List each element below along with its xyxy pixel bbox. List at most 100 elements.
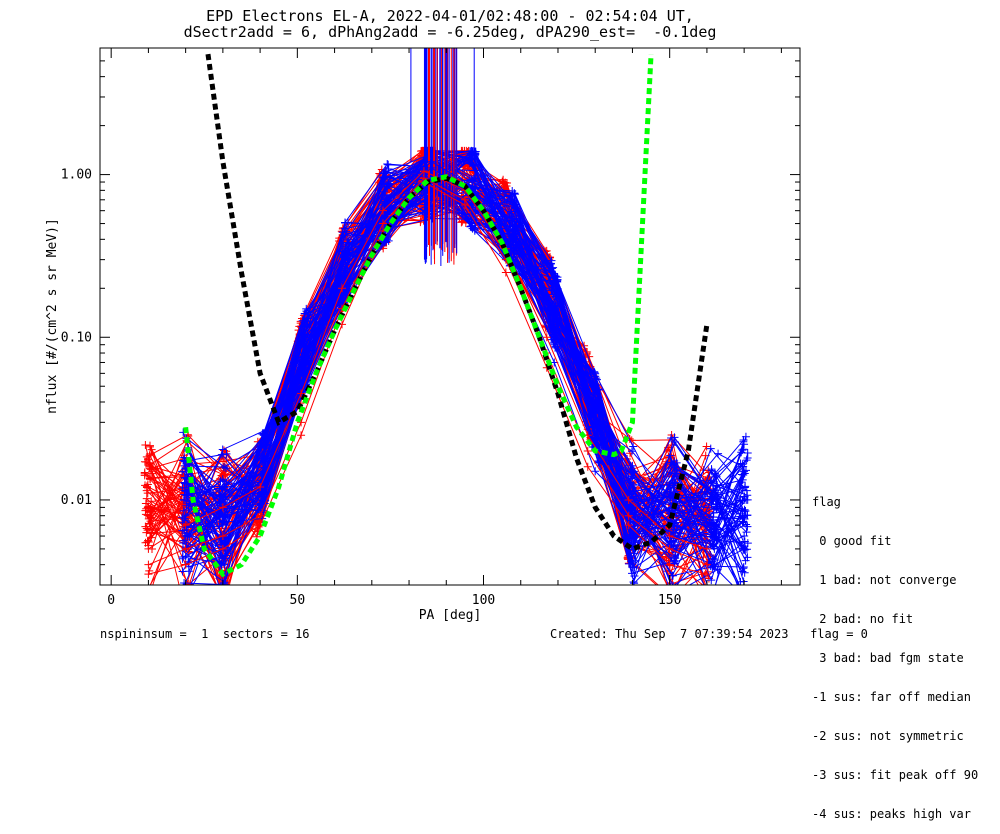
data-point-marker xyxy=(180,536,189,545)
data-point-marker xyxy=(628,472,637,481)
data-point-marker xyxy=(703,594,711,602)
data-point-marker xyxy=(552,310,561,319)
data-point-marker xyxy=(707,476,716,485)
data-point-marker xyxy=(740,532,749,541)
data-point-marker xyxy=(665,481,674,490)
data-point-marker xyxy=(741,556,750,565)
data-point-marker xyxy=(300,349,309,358)
data-point-marker xyxy=(181,511,190,520)
pa-distribution-chart: 0 50 100 150 0.01 0.10 1.00 PA [deg] nflux [#/(c… xyxy=(45,47,801,623)
model-curve xyxy=(205,53,710,552)
chart-title-line2: dSectr2add = 6, dPhAng2add = -6.25deg, d… xyxy=(183,23,717,41)
data-point-marker xyxy=(179,496,188,505)
data-point-marker xyxy=(503,178,512,187)
data-point-marker xyxy=(743,522,752,531)
data-point-marker xyxy=(551,332,560,341)
data-point-marker xyxy=(550,320,559,329)
data-point-marker xyxy=(217,587,225,595)
data-point-marker xyxy=(739,518,748,527)
data-point-marker xyxy=(583,462,592,471)
data-point-marker xyxy=(179,456,188,465)
data-point-marker xyxy=(702,570,711,579)
legend-item: 3 bad: bad fgm state xyxy=(812,651,964,665)
data-point-marker xyxy=(740,568,749,577)
data-point-marker xyxy=(583,446,592,455)
data-point-marker xyxy=(670,460,679,469)
data-point-marker xyxy=(184,567,193,576)
data-point-marker xyxy=(466,147,475,156)
data-point-marker xyxy=(144,560,153,569)
data-point-marker xyxy=(218,544,227,553)
data-point-marker xyxy=(505,197,514,206)
data-point-marker xyxy=(509,244,518,253)
data-point-marker xyxy=(743,539,752,548)
data-point-marker xyxy=(185,499,194,508)
data-point-marker xyxy=(667,433,676,442)
data-point-marker xyxy=(664,548,673,557)
data-point-marker xyxy=(341,255,350,264)
y-tick-label: 0.10 xyxy=(61,330,92,345)
data-point-marker xyxy=(221,554,230,563)
data-point-marker xyxy=(140,468,149,477)
data-point-marker xyxy=(710,521,719,530)
data-point-marker xyxy=(710,544,719,553)
data-point-marker xyxy=(384,165,393,174)
data-point-marker xyxy=(705,593,713,601)
data-point-marker xyxy=(256,483,265,492)
data-point-marker xyxy=(743,553,752,562)
data-point-marker xyxy=(703,594,711,602)
legend-item: -3 sus: fit peak off 90 xyxy=(812,768,979,782)
data-point-marker xyxy=(218,475,227,484)
data-point-marker xyxy=(593,397,602,406)
data-point-marker xyxy=(736,509,745,518)
data-point-marker xyxy=(625,490,634,499)
data-point-marker xyxy=(378,206,387,215)
data-point-marker xyxy=(181,560,190,569)
data-point-marker xyxy=(259,446,268,455)
x-tick-label: 100 xyxy=(472,593,495,608)
legend-item: 0 good fit xyxy=(812,534,892,548)
data-point-marker xyxy=(181,544,190,553)
data-point-marker xyxy=(742,594,750,602)
data-point-marker xyxy=(178,594,186,602)
data-point-marker xyxy=(218,445,227,454)
data-point-marker xyxy=(591,431,600,440)
data-point-marker xyxy=(256,511,265,520)
legend-item: -1 sus: far off median xyxy=(812,690,971,704)
data-point-marker xyxy=(180,579,189,585)
data-point-marker xyxy=(215,492,224,501)
data-point-marker xyxy=(259,457,268,466)
data-point-marker xyxy=(297,431,306,440)
data-point-marker xyxy=(665,544,674,553)
data-point-marker xyxy=(338,284,347,293)
data-point-marker xyxy=(740,511,749,520)
data-point-marker xyxy=(628,503,637,512)
data-point-marker xyxy=(386,173,395,182)
data-point-marker xyxy=(710,532,719,541)
data-point-marker xyxy=(141,481,150,490)
data-point-marker xyxy=(378,219,387,228)
plot-frame xyxy=(99,47,801,586)
data-point-marker xyxy=(742,486,751,495)
data-point-marker xyxy=(300,333,309,342)
data-point-marker xyxy=(594,457,603,466)
data-point-marker xyxy=(737,591,745,599)
data-point-marker xyxy=(382,195,391,204)
data-point-marker xyxy=(591,467,600,476)
y-tick-label: 0.01 xyxy=(61,493,92,508)
data-point-marker xyxy=(181,594,189,602)
data-point-marker xyxy=(708,594,716,602)
data-point-marker xyxy=(219,594,227,602)
data-point-marker xyxy=(145,460,154,469)
data-point-marker xyxy=(141,440,150,449)
y-tick-label: 1.00 xyxy=(61,168,92,183)
x-tick-label: 150 xyxy=(658,593,681,608)
data-point-marker xyxy=(627,447,636,456)
data-point-marker xyxy=(547,256,556,265)
data-point-marker xyxy=(178,467,187,476)
data-point-marker xyxy=(624,495,633,504)
data-point-marker xyxy=(742,456,751,465)
data-point-marker xyxy=(145,594,153,602)
data-point-marker xyxy=(178,526,187,535)
legend-title: flag xyxy=(812,495,841,509)
